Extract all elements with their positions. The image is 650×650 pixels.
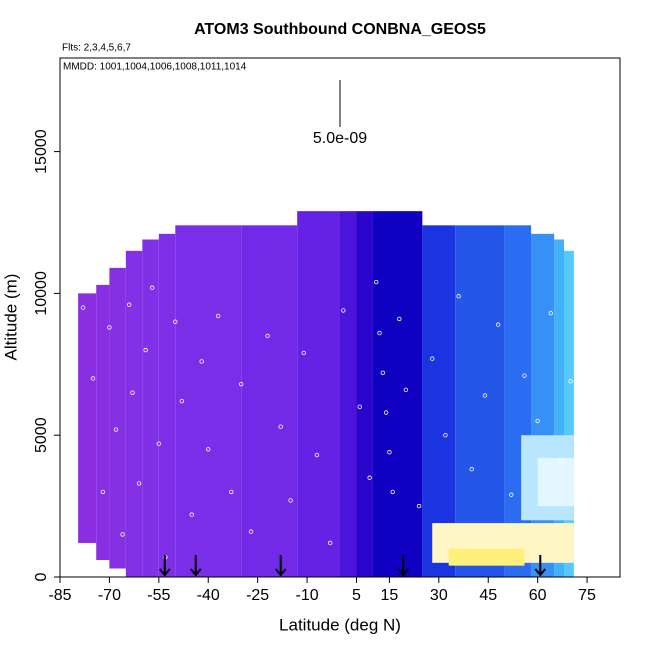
sample-point [558,458,563,463]
flight-arrow [534,555,547,577]
sample-point [469,467,474,472]
sample-point [390,489,395,495]
sample-point [265,333,270,339]
curtain-cell [455,225,505,577]
curtain-cell [96,284,110,560]
sample-point [403,387,409,393]
x-tick-label: 75 [578,587,596,604]
x-tick-label: -70 [98,587,121,604]
sample-point [568,379,573,384]
sample-point [136,481,142,486]
x-tick-label: -85 [48,587,71,604]
sample-point [189,512,194,517]
sample-point [107,325,112,330]
sample-point [248,529,254,534]
sample-point [387,450,392,455]
curtain-cell [422,225,456,577]
x-tick-label: 5 [352,587,361,604]
x-tick-label: 15 [381,587,399,604]
sample-point [120,532,125,537]
flight-arrow [189,555,202,577]
sample-point [173,319,178,324]
sample-point [327,540,333,546]
flights-note: Flts: 2,3,4,5,6,7 [62,43,131,54]
sample-point [206,447,211,452]
curtain-cell [372,211,423,578]
curtain-cell [241,225,298,577]
chart-title: ATOM3 Southbound CONBNA_GEOS5 [194,21,486,38]
curtain-cell [537,457,574,507]
curtain-cell [564,250,574,577]
x-tick-label: 30 [430,587,448,604]
sample-point [113,427,119,432]
sample-point [278,424,283,429]
sample-point [535,418,540,424]
plot-frame [59,57,621,578]
x-tick-label: -55 [147,587,170,604]
sample-point [314,452,320,458]
curtain-cell [340,211,357,578]
curtain-cell [78,293,97,543]
sample-point [90,376,96,381]
sample-point [238,381,244,387]
sample-point [130,390,135,395]
curtain-cell [158,233,176,577]
sample-point [416,503,422,509]
scale-label: 5.0e-09 [313,130,367,147]
sample-point [357,404,362,410]
y-axis-label: Altitude (m) [1,274,20,361]
sample-point [377,330,382,336]
curtain-cell [356,211,373,578]
curtain-cell [142,239,159,578]
sample-point [100,489,106,495]
sample-point [80,305,86,310]
curtain-cell [109,267,126,569]
curtain-cell [175,225,242,577]
curtain-cell [297,211,340,578]
sample-point [367,475,372,480]
sample-point [380,370,386,376]
sample-point [215,313,221,319]
x-tick-label: -25 [246,587,269,604]
sample-point [495,322,501,327]
sample-point [374,279,379,285]
dates-note: MMDD: 1001,1004,1006,1008,1011,1014 [63,62,247,73]
y-tick-label: 5000 [33,417,50,453]
y-tick-label: 15000 [33,129,50,174]
sample-point [456,294,461,299]
sample-point [199,359,204,364]
sample-point [150,285,155,290]
curtain-cell [554,239,564,578]
sample-point [397,316,402,322]
curtain-cell [125,250,143,577]
sample-point [143,347,148,353]
sample-point [383,410,389,415]
sample-point [179,398,185,404]
sample-point [482,393,488,398]
flight-arrow [274,555,287,577]
sample-point [430,356,435,361]
sample-point [156,441,162,446]
sample-point [341,308,346,313]
y-tick-label: 0 [33,572,50,581]
sample-point [443,432,448,438]
y-tick-label: 10000 [33,271,50,316]
x-tick-label: 60 [529,587,547,604]
curtain-cell [448,548,525,566]
x-axis-label: Latitude (deg N) [279,615,401,634]
x-tick-label: -10 [295,587,318,604]
sample-point [548,311,554,316]
flight-arrow [397,555,410,577]
sample-point [301,350,306,356]
sample-point [509,492,514,497]
sample-point [522,373,527,378]
x-tick-label: -40 [197,587,220,604]
x-tick-label: 45 [479,587,497,604]
sample-point [126,302,132,307]
sample-point [288,498,293,503]
sample-point [229,489,234,495]
flight-arrow [158,555,171,577]
